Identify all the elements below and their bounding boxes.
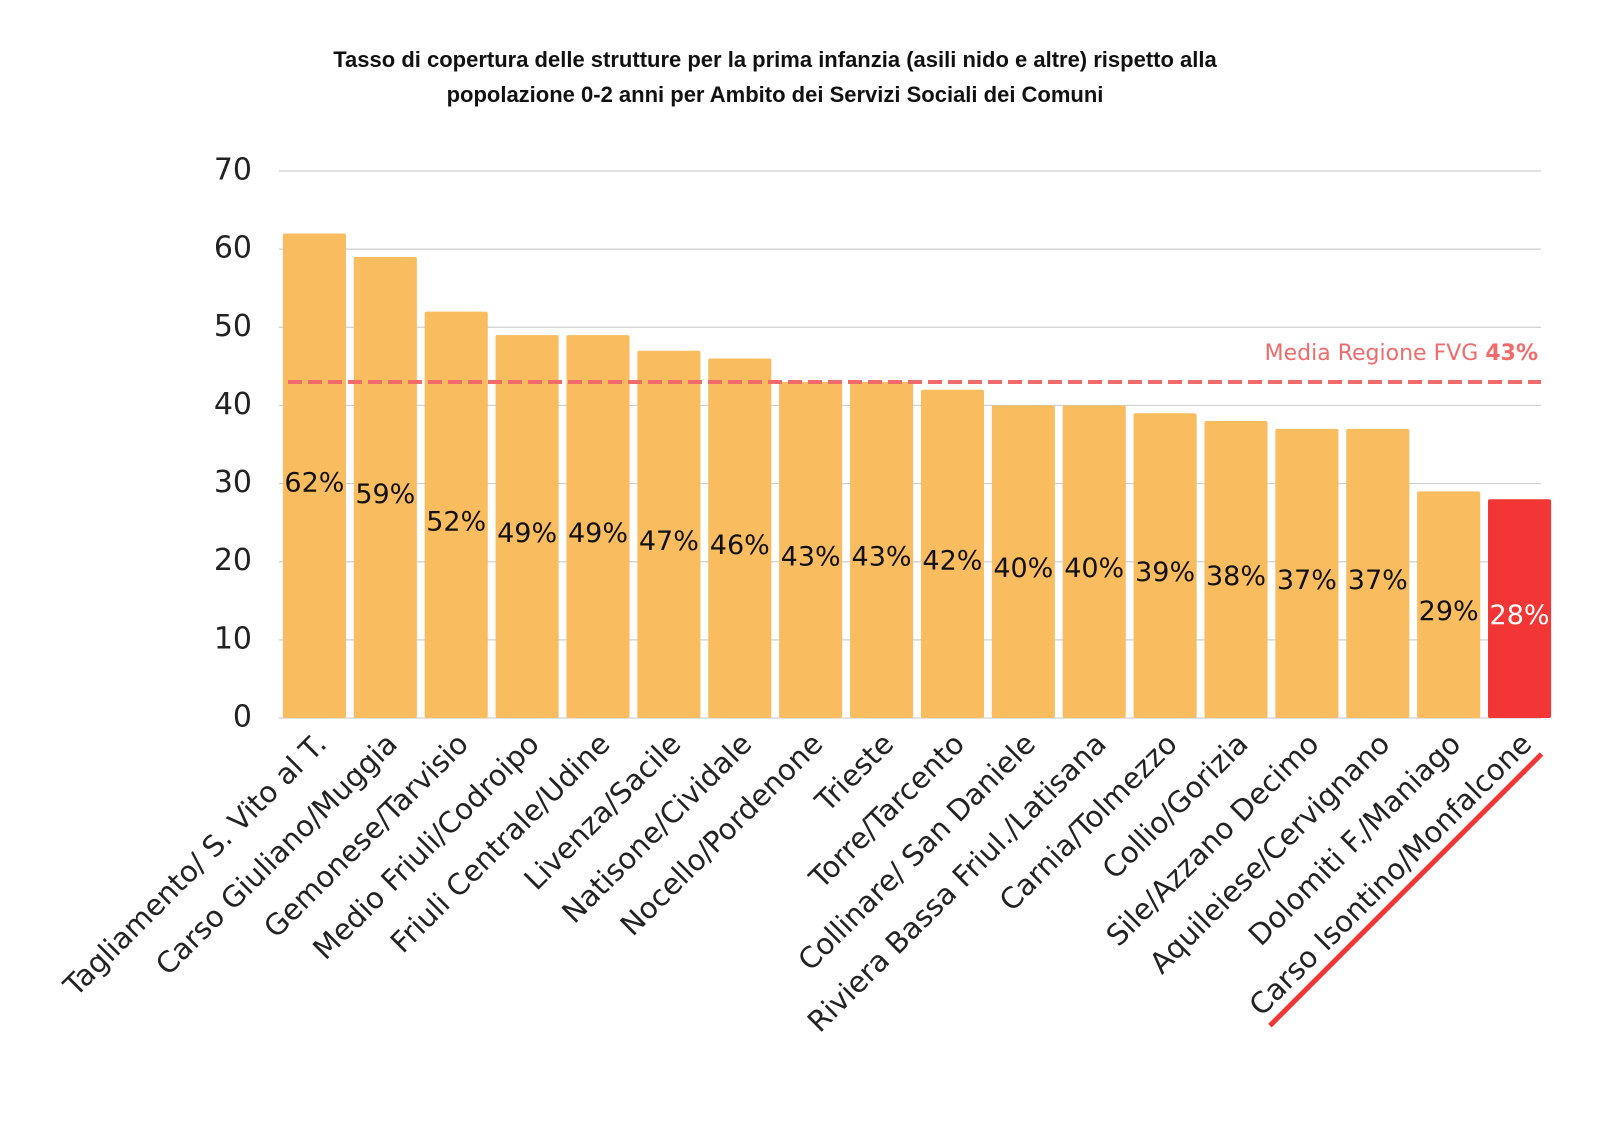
y-tick-label: 40	[214, 387, 252, 422]
value-label: 49%	[497, 518, 557, 549]
value-label: 40%	[1064, 553, 1124, 584]
value-label: 52%	[426, 506, 486, 537]
x-tick-label: Tagliamento/ S. Vito al T.	[56, 727, 333, 1004]
chart-title: Tasso di copertura delle strutture per l…	[333, 47, 1217, 72]
bar	[282, 233, 346, 718]
bar	[1133, 413, 1197, 718]
value-label: 28%	[1490, 600, 1550, 631]
bar	[920, 389, 984, 718]
bar	[353, 256, 417, 718]
y-tick-label: 30	[214, 465, 252, 500]
y-tick-label: 10	[214, 621, 252, 656]
y-tick-label: 0	[233, 700, 252, 735]
value-label: 49%	[568, 518, 628, 549]
bar	[566, 335, 630, 718]
highlight-underline	[1268, 752, 1544, 1028]
bar	[779, 381, 843, 718]
bar	[1275, 428, 1339, 718]
bar	[1346, 428, 1410, 718]
value-label: 46%	[710, 530, 770, 561]
value-label: 40%	[993, 553, 1053, 584]
bar	[1204, 421, 1268, 718]
value-label: 37%	[1277, 565, 1337, 596]
value-label: 37%	[1348, 565, 1408, 596]
value-label: 43%	[781, 541, 841, 572]
value-label: 43%	[852, 541, 912, 572]
y-tick-label: 50	[214, 309, 252, 344]
bar	[708, 358, 772, 718]
value-label: 59%	[355, 479, 415, 510]
bar	[1417, 491, 1481, 718]
bar	[637, 350, 701, 718]
y-tick-label: 20	[214, 543, 252, 578]
value-label: 38%	[1206, 561, 1266, 592]
average-label-text: Media Regione FVG	[1265, 341, 1479, 366]
bar	[850, 381, 914, 718]
average-label-value: 43%	[1485, 341, 1538, 366]
y-tick-label: 60	[214, 231, 252, 266]
y-tick-label: 70	[214, 153, 252, 188]
bar	[991, 405, 1055, 718]
value-label: 47%	[639, 526, 699, 557]
value-label: 29%	[1419, 596, 1479, 627]
chart-title: popolazione 0-2 anni per Ambito dei Serv…	[447, 82, 1104, 107]
bar	[495, 335, 559, 718]
value-label: 39%	[1135, 557, 1195, 588]
average-label: Media Regione FVG 43%	[1265, 341, 1538, 366]
value-label: 62%	[284, 467, 344, 498]
value-label: 42%	[922, 545, 982, 576]
bar	[1488, 499, 1552, 718]
bar	[1062, 405, 1126, 718]
bar	[424, 311, 488, 718]
